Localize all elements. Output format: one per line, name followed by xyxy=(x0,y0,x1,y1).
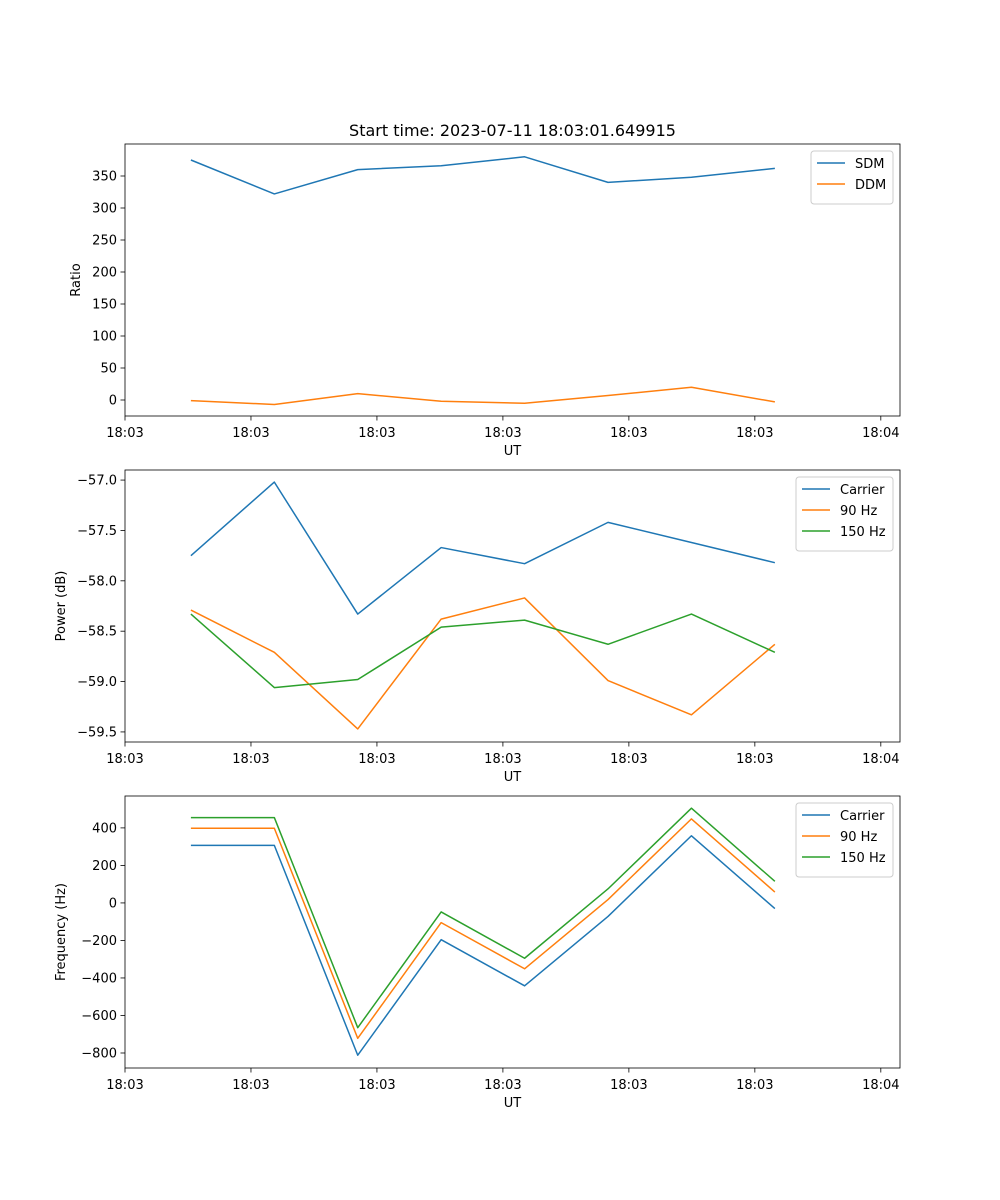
x-tick-label: 18:03 xyxy=(736,752,773,767)
legend-box xyxy=(810,150,894,205)
series-line-90-hz xyxy=(190,597,776,730)
x-tick-label: 18:03 xyxy=(610,426,647,441)
y-tick-label: 0 xyxy=(109,394,117,409)
x-axis-label: UT xyxy=(504,770,522,785)
legend-box xyxy=(795,802,894,878)
chart-panel-3: 18:03 18:03 18:03 18:03 18:03 18:03 18:04 −800 −… xyxy=(54,795,901,1111)
legend: Carrier 90 Hz 150 Hz xyxy=(795,476,894,552)
x-tick-label: 18:03 xyxy=(358,426,395,441)
y-tick-label: −600 xyxy=(81,1009,117,1024)
legend-label: 150 Hz xyxy=(840,525,886,540)
x-tick-label: 18:03 xyxy=(736,426,773,441)
chart-panel-2: 18:03 18:03 18:03 18:03 18:03 18:03 18:04 −59.5… xyxy=(54,469,901,785)
legend-label: SDM xyxy=(855,157,884,172)
x-tick-label: 18:03 xyxy=(610,752,647,767)
x-tick-label: 18:03 xyxy=(484,426,521,441)
y-tick-label: 300 xyxy=(92,202,117,217)
legend: Carrier 90 Hz 150 Hz xyxy=(795,802,894,878)
plots-container: 18:03 18:03 18:03 18:03 18:03 18:03 18:04 0 50 10… xyxy=(54,143,901,1111)
x-tick-label: 18:03 xyxy=(610,1078,647,1093)
axes-frame xyxy=(124,143,901,417)
y-tick-label: −58.0 xyxy=(77,574,117,589)
x-tick-label: 18:04 xyxy=(862,752,899,767)
y-tick-label: 400 xyxy=(92,821,117,836)
series-line-carrier xyxy=(190,481,776,615)
y-tick-label: −800 xyxy=(81,1046,117,1061)
series-line-90-hz xyxy=(190,818,776,1040)
x-axis-label: UT xyxy=(504,444,522,459)
y-axis-label: Ratio xyxy=(69,263,84,296)
y-tick-label: 200 xyxy=(92,266,117,281)
axes-frame xyxy=(124,795,901,1069)
series-line-150-hz xyxy=(190,807,776,1029)
legend-label: DDM xyxy=(855,178,886,193)
chart-panel-1: 18:03 18:03 18:03 18:03 18:03 18:03 18:04 0 50 10… xyxy=(69,143,901,459)
legend-label: 90 Hz xyxy=(840,504,877,519)
y-axis-label: Power (dB) xyxy=(54,571,69,642)
series-line-sdm xyxy=(190,156,775,195)
y-tick-label: −59.5 xyxy=(77,725,117,740)
x-tick-label: 18:03 xyxy=(484,752,521,767)
x-tick-label: 18:03 xyxy=(106,426,143,441)
y-tick-label: −58.5 xyxy=(77,625,117,640)
x-tick-label: 18:03 xyxy=(232,752,269,767)
y-tick-label: 0 xyxy=(109,896,117,911)
legend-box xyxy=(795,476,894,552)
y-tick-label: 150 xyxy=(92,298,117,313)
x-tick-label: 18:03 xyxy=(358,752,395,767)
x-tick-label: 18:03 xyxy=(232,1078,269,1093)
y-tick-label: −57.5 xyxy=(77,524,117,539)
x-tick-label: 18:03 xyxy=(106,752,143,767)
y-tick-label: 100 xyxy=(92,330,117,345)
x-tick-label: 18:04 xyxy=(862,1078,899,1093)
series-line-150-hz xyxy=(190,613,776,689)
y-tick-label: −57.0 xyxy=(77,474,117,489)
y-tick-label: 200 xyxy=(92,859,117,874)
y-tick-label: −59.0 xyxy=(77,675,117,690)
x-tick-label: 18:03 xyxy=(484,1078,521,1093)
y-axis-label: Frequency (Hz) xyxy=(54,883,69,981)
legend-label: Carrier xyxy=(840,483,885,498)
x-tick-label: 18:03 xyxy=(106,1078,143,1093)
legend-label: 90 Hz xyxy=(840,830,877,845)
series-line-carrier xyxy=(190,835,776,1056)
legend: SDM DDM xyxy=(810,150,894,205)
x-tick-label: 18:03 xyxy=(232,426,269,441)
y-tick-label: 50 xyxy=(100,362,117,377)
figure-title: Start time: 2023-07-11 18:03:01.649915 xyxy=(349,121,676,140)
x-tick-label: 18:03 xyxy=(736,1078,773,1093)
axes-frame xyxy=(124,469,901,743)
y-tick-label: 250 xyxy=(92,234,117,249)
legend-label: Carrier xyxy=(840,809,885,824)
x-axis-label: UT xyxy=(504,1096,522,1111)
x-tick-label: 18:03 xyxy=(358,1078,395,1093)
x-tick-label: 18:04 xyxy=(862,426,899,441)
legend-label: 150 Hz xyxy=(840,851,886,866)
y-tick-label: −400 xyxy=(81,971,117,986)
series-line-ddm xyxy=(190,386,776,406)
y-tick-label: 350 xyxy=(92,170,117,185)
y-tick-label: −200 xyxy=(81,934,117,949)
